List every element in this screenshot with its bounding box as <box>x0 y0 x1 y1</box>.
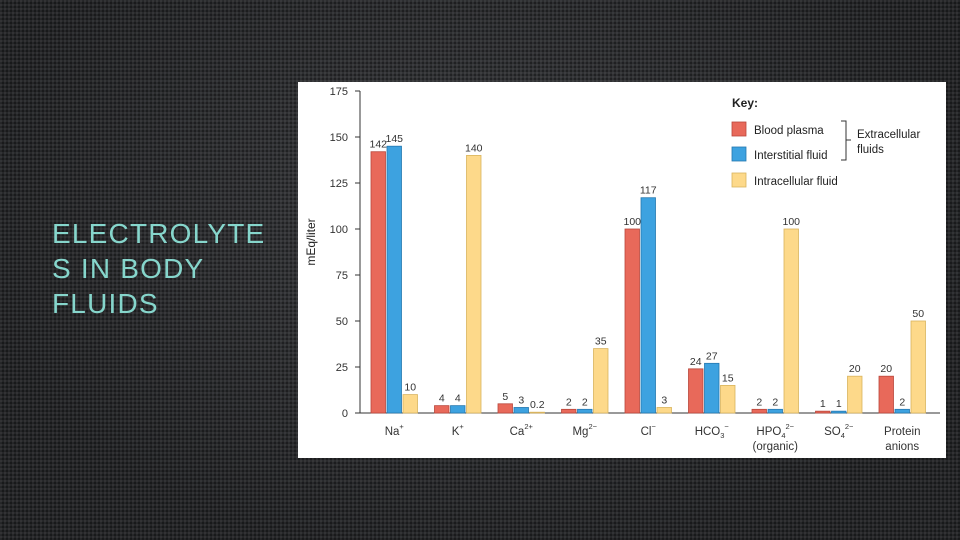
bar-interstitial-fluid <box>640 197 656 414</box>
bar-blood-plasma <box>815 410 831 414</box>
bar-interstitial-fluid <box>513 407 529 414</box>
bar-value-label: 142 <box>369 139 387 151</box>
bar-blood-plasma <box>624 228 640 414</box>
bar-value-label: 1 <box>820 398 826 410</box>
bar-value-label: 2 <box>582 396 588 408</box>
bar-value-label: 24 <box>690 356 702 368</box>
bar-interstitial-fluid <box>831 410 847 414</box>
bar-interstitial-fluid <box>386 145 402 414</box>
bar-interstitial-fluid <box>450 405 466 414</box>
bar-interstitial-fluid <box>577 408 593 414</box>
y-tick-label: 25 <box>336 362 348 374</box>
bar-value-label: 0.2 <box>530 399 545 411</box>
bar-intracellular-fluid <box>402 394 418 414</box>
bar-interstitial-fluid <box>704 362 720 414</box>
bar-value-label: 20 <box>880 363 892 375</box>
slide-title: ELECTROLYTE S IN BODY FLUIDS <box>52 216 292 321</box>
y-tick-label: 175 <box>330 86 348 98</box>
y-tick-label: 125 <box>330 178 348 190</box>
slide-title-line-3: FLUIDS <box>52 288 159 319</box>
bar-blood-plasma <box>370 151 386 414</box>
y-tick-label: 0 <box>342 408 348 420</box>
bar-intracellular-fluid <box>466 155 482 414</box>
x-category-label-line-2: anions <box>885 441 919 453</box>
bar-value-label: 4 <box>455 393 461 405</box>
slide-title-line-1: ELECTROLYTE <box>52 218 266 249</box>
bar-value-label: 117 <box>640 185 657 197</box>
x-category-label: Na+ <box>385 422 405 438</box>
bar-intracellular-fluid <box>783 228 799 414</box>
bar-value-label: 35 <box>595 336 607 348</box>
chart-panel: 0 25 50 75 100 125 150 175 mEq/liter 142 145 10 Na+… <box>298 82 946 458</box>
bar-blood-plasma <box>497 403 513 414</box>
bar-value-label: 3 <box>661 394 667 406</box>
bar-value-label: 15 <box>722 372 734 384</box>
bar-blood-plasma <box>878 375 894 414</box>
bar-intracellular-fluid <box>593 348 609 414</box>
bar-value-label: 10 <box>404 382 416 394</box>
bar-value-label: 145 <box>385 133 403 145</box>
bar-value-label: 27 <box>706 350 718 362</box>
key-title: Key: <box>732 96 758 110</box>
x-category-label: K+ <box>452 422 465 438</box>
x-category-label: SO42− <box>824 422 854 440</box>
bar-value-label: 100 <box>623 216 641 228</box>
key-label: Intracellular fluid <box>754 176 838 188</box>
key-swatch <box>731 172 747 188</box>
bar-value-label: 5 <box>502 391 508 403</box>
bar-value-label: 3 <box>518 394 524 406</box>
x-category-label: HPO42− <box>756 422 794 440</box>
bar-value-label: 2 <box>899 396 905 408</box>
key-label: Interstitial fluid <box>754 150 828 162</box>
slide-title-line-2: S IN BODY <box>52 253 205 284</box>
key-group-label-line-2: fluids <box>857 144 884 156</box>
y-axis-title: mEq/liter <box>304 218 318 265</box>
x-category-label-line-2: (organic) <box>753 441 799 453</box>
y-tick-label: 50 <box>336 316 348 328</box>
y-tick-label: 150 <box>330 132 348 144</box>
x-category-label: HCO3− <box>695 422 730 440</box>
bar-intracellular-fluid <box>910 320 926 414</box>
key-group-label: Extracellular <box>857 129 920 141</box>
key-bracket <box>841 120 851 161</box>
bar-value-label: 2 <box>772 396 778 408</box>
bar-blood-plasma <box>688 368 704 414</box>
x-category-label: Protein <box>884 426 920 438</box>
bar-interstitial-fluid <box>767 408 783 414</box>
x-category-label: Ca2+ <box>510 422 534 438</box>
bar-value-label: 100 <box>782 216 800 228</box>
bar-value-label: 140 <box>465 142 483 154</box>
bar-intracellular-fluid <box>847 375 863 414</box>
bar-intracellular-fluid <box>529 411 545 414</box>
bar-value-label: 4 <box>439 393 445 405</box>
y-tick-label: 75 <box>336 270 348 282</box>
bar-value-label: 2 <box>756 396 762 408</box>
bar-interstitial-fluid <box>894 408 910 414</box>
key-swatch <box>731 121 747 137</box>
bar-value-label: 50 <box>912 308 924 320</box>
x-category-label: Cl− <box>641 422 657 438</box>
bar-value-label: 1 <box>836 398 842 410</box>
bar-value-label: 2 <box>566 396 572 408</box>
bar-blood-plasma <box>751 408 767 414</box>
bar-blood-plasma <box>561 408 577 414</box>
key-swatch <box>731 146 747 162</box>
x-category-label: Mg2− <box>572 422 597 438</box>
y-tick-label: 100 <box>330 224 348 236</box>
bar-intracellular-fluid <box>720 384 736 414</box>
key-label: Blood plasma <box>754 125 824 137</box>
bar-value-label: 20 <box>849 363 861 375</box>
bar-intracellular-fluid <box>656 407 672 414</box>
bar-blood-plasma <box>434 405 450 414</box>
